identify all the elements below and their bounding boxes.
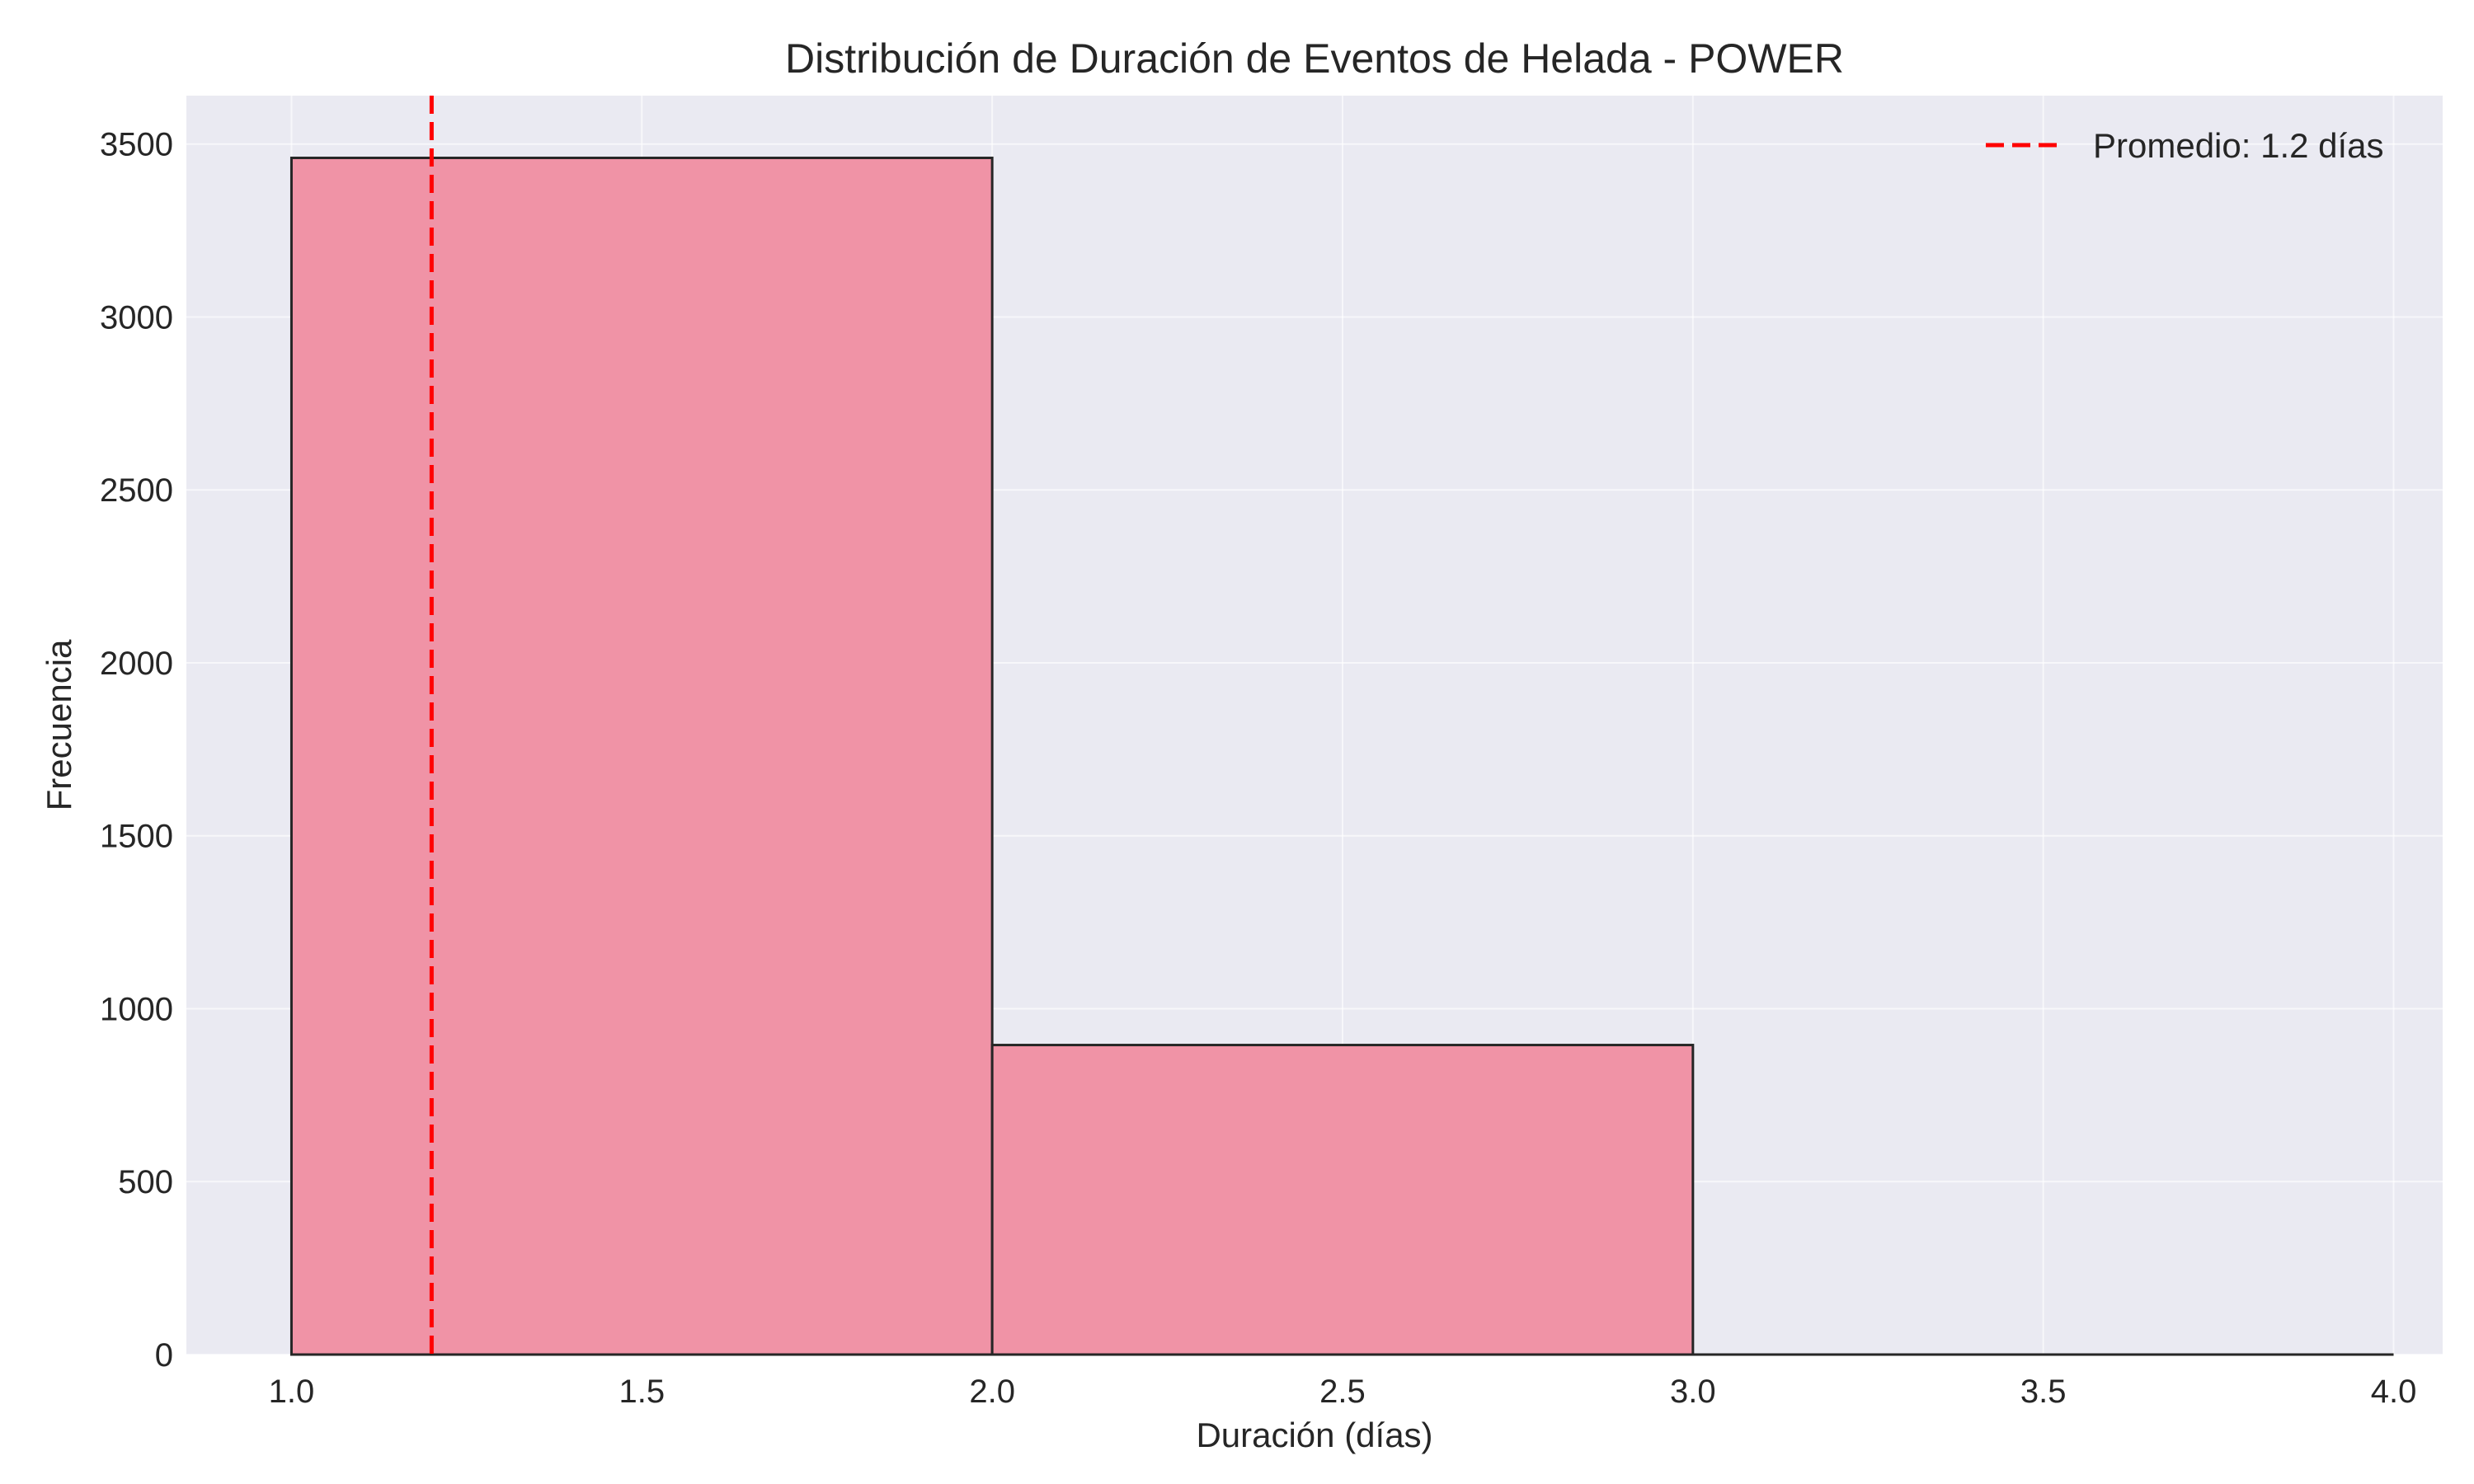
x-axis-label: Duración (días) [1196, 1416, 1432, 1454]
x-axis-ticks: 1.0 1.5 2.0 2.5 3.0 3.5 4.0 [269, 1374, 2417, 1410]
x-tick-label: 2.5 [1319, 1374, 1366, 1410]
x-tick-label: 3.5 [2020, 1374, 2067, 1410]
x-tick-label: 1.0 [269, 1374, 315, 1410]
x-tick-label: 3.0 [1670, 1374, 1716, 1410]
chart-title: Distribución de Duración de Eventos de H… [785, 35, 1844, 82]
y-tick-label: 0 [155, 1337, 173, 1374]
histogram-bar [990, 1044, 1695, 1356]
histogram-bars [289, 157, 2394, 1356]
x-tick-label: 4.0 [2371, 1374, 2417, 1410]
y-tick-label: 3500 [100, 127, 173, 163]
y-tick-label: 3000 [100, 299, 173, 336]
y-axis-label: Frecuencia [40, 639, 78, 810]
y-tick-label: 1500 [100, 819, 173, 855]
y-tick-label: 2500 [100, 472, 173, 509]
legend: Promedio: 1.2 días [1986, 126, 2384, 165]
y-tick-label: 2000 [100, 646, 173, 682]
y-tick-label: 1000 [100, 991, 173, 1027]
y-axis-ticks: 0 500 1000 1500 2000 2500 3000 3500 [100, 127, 173, 1374]
legend-label-mean: Promedio: 1.2 días [2093, 126, 2384, 165]
x-tick-label: 1.5 [618, 1374, 665, 1410]
y-tick-label: 500 [118, 1164, 173, 1200]
histogram-bar [289, 157, 994, 1356]
x-tick-label: 2.0 [969, 1374, 1015, 1410]
